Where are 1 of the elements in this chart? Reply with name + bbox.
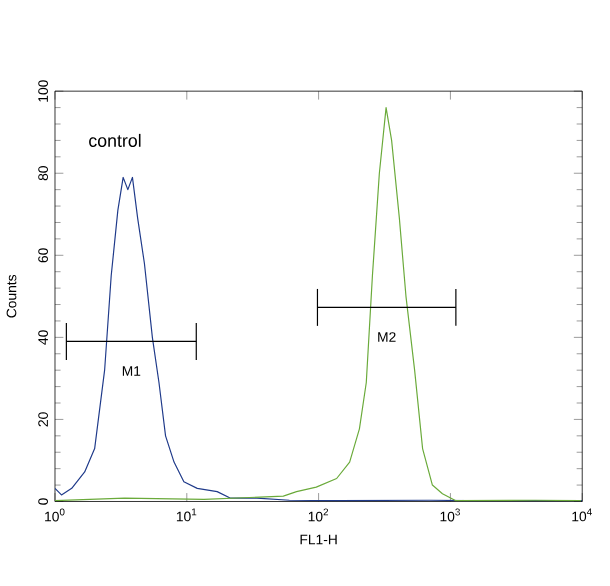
annotation: control <box>89 133 141 147</box>
